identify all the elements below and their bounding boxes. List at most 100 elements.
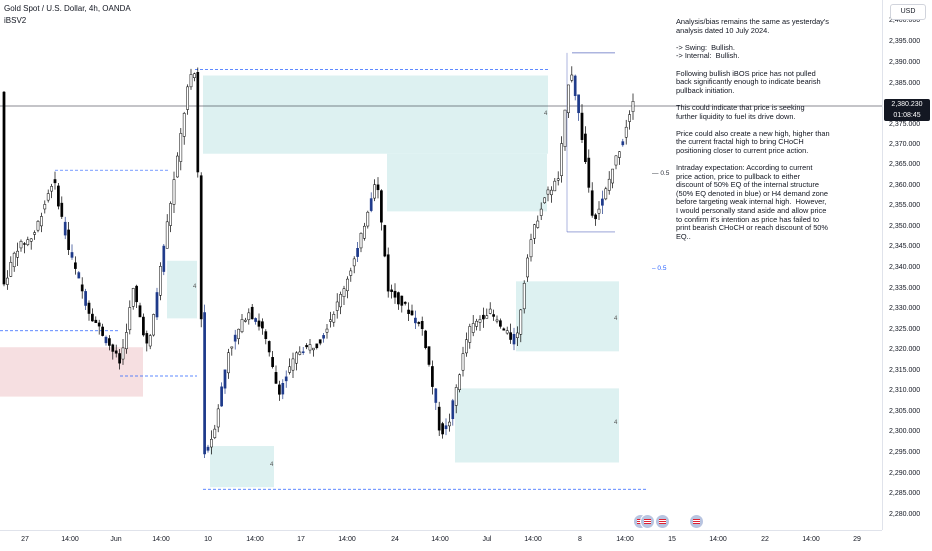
- bull-candle: [526, 257, 529, 278]
- zone-number: 4: [614, 316, 618, 322]
- bear-candle: [407, 309, 410, 314]
- price-tick-label: 2,345.000: [889, 243, 921, 250]
- bull-candle: [550, 189, 553, 196]
- bear-candle: [305, 345, 308, 348]
- zone-number: 4: [544, 111, 548, 117]
- bear-candle: [414, 317, 417, 324]
- bear-candle: [590, 190, 594, 216]
- price-tick-label: 2,385.000: [889, 80, 921, 87]
- bear-candle: [420, 321, 424, 330]
- price-tick-label: 2,390.000: [889, 59, 921, 66]
- time-axis[interactable]: 27 14:00 Jun 14:00 10 14:00 17 14:00 24 14:00 Jul 1…: [0, 530, 882, 551]
- bull-candle: [189, 74, 193, 88]
- us-flag-icon[interactable]: [655, 514, 670, 529]
- chart-canvas[interactable]: Gold Spot / U.S. Dollar, 4h, OANDA iBSV2…: [0, 0, 882, 530]
- bear-candle: [417, 322, 421, 324]
- bear-candle: [199, 175, 203, 320]
- bear-candle: [301, 351, 305, 353]
- bear-candle: [53, 179, 57, 184]
- bear-candle: [393, 290, 397, 298]
- bull-candle: [193, 73, 196, 78]
- bull-candle: [570, 74, 574, 81]
- bull-candle: [237, 328, 240, 339]
- bear-candle: [70, 252, 74, 258]
- bear-candle: [60, 202, 64, 217]
- bear-candle: [196, 72, 200, 173]
- bear-candle: [431, 366, 434, 387]
- bear-candle: [114, 350, 118, 354]
- bull-candle: [352, 258, 356, 267]
- bull-candle: [125, 332, 128, 350]
- bear-candle: [271, 357, 274, 367]
- bull-candle: [210, 439, 213, 448]
- price-tick-label: 2,370.000: [889, 141, 921, 148]
- us-flag-icon[interactable]: [689, 514, 704, 529]
- price-axis[interactable]: 2,400.000 2,395.000 2,390.000 2,385.000 2,37…: [882, 0, 932, 530]
- bear-candle: [111, 344, 115, 352]
- price-tick-label: 2,330.000: [889, 305, 921, 312]
- time-tick-label: Jun: [110, 536, 122, 543]
- bear-candle: [441, 423, 444, 435]
- bull-candle: [631, 101, 635, 112]
- zone-number: 4: [193, 284, 197, 290]
- currency-badge[interactable]: USD: [890, 4, 926, 20]
- bull-candle: [33, 232, 36, 235]
- bear-candle: [2, 91, 6, 285]
- bull-candle: [543, 197, 546, 204]
- time-tick-label: 14:00: [431, 536, 449, 543]
- bull-candle: [240, 319, 244, 333]
- price-tick-label: 2,310.000: [889, 387, 921, 394]
- bull-candle: [342, 288, 346, 297]
- zone-number: 4: [270, 462, 274, 468]
- bear-candle: [267, 341, 271, 353]
- bear-candle: [580, 112, 584, 140]
- bear-candle: [492, 314, 495, 317]
- time-tick-label: 24: [391, 536, 399, 543]
- bear-candle: [264, 331, 268, 339]
- indicator-label[interactable]: iBSV2: [4, 16, 27, 25]
- bull-candle: [298, 351, 302, 355]
- bear-candle: [108, 338, 111, 346]
- bear-candle: [318, 339, 322, 344]
- bull-candle: [244, 319, 247, 322]
- bull-candle: [220, 386, 223, 407]
- bull-candle: [618, 151, 621, 158]
- time-tick-label: 29: [853, 536, 861, 543]
- bear-candle: [74, 262, 77, 269]
- bull-candle: [359, 233, 363, 249]
- candle-layer: [2, 66, 635, 458]
- demand-zone: [210, 446, 274, 488]
- price-tick-label: 2,315.000: [889, 367, 921, 374]
- bull-candle: [529, 239, 533, 258]
- bull-candle: [40, 216, 43, 227]
- bull-candle: [563, 109, 567, 147]
- time-tick-label: 14:00: [61, 536, 79, 543]
- bull-candle: [186, 86, 189, 110]
- price-tick-label: 2,340.000: [889, 264, 921, 271]
- candlestick-chart[interactable]: [0, 0, 882, 530]
- price-tick-label: 2,365.000: [889, 161, 921, 168]
- bull-candle: [169, 203, 172, 226]
- time-tick-label: 14:00: [616, 536, 634, 543]
- bull-candle: [6, 277, 9, 285]
- symbol-title[interactable]: Gold Spot / U.S. Dollar, 4h, OANDA: [4, 4, 131, 13]
- bull-candle: [162, 245, 166, 272]
- bull-candle: [128, 307, 132, 331]
- bear-candle: [257, 320, 261, 327]
- bear-candle: [67, 229, 70, 250]
- bear-candle: [594, 214, 597, 220]
- bull-candle: [628, 114, 631, 122]
- zone-number: 4: [614, 420, 618, 426]
- bull-candle: [230, 346, 234, 349]
- us-flag-icon[interactable]: [640, 514, 655, 529]
- bear-candle: [397, 292, 400, 305]
- bull-candle: [227, 352, 230, 374]
- bull-candle: [50, 186, 53, 192]
- price-tick-label: 2,360.000: [889, 182, 921, 189]
- bear-candle: [203, 312, 206, 455]
- price-tick-label: 2,395.000: [889, 38, 921, 45]
- time-tick-label: 22: [761, 536, 769, 543]
- bear-candle: [101, 326, 104, 336]
- bull-candle: [621, 141, 625, 146]
- bear-candle: [254, 318, 257, 322]
